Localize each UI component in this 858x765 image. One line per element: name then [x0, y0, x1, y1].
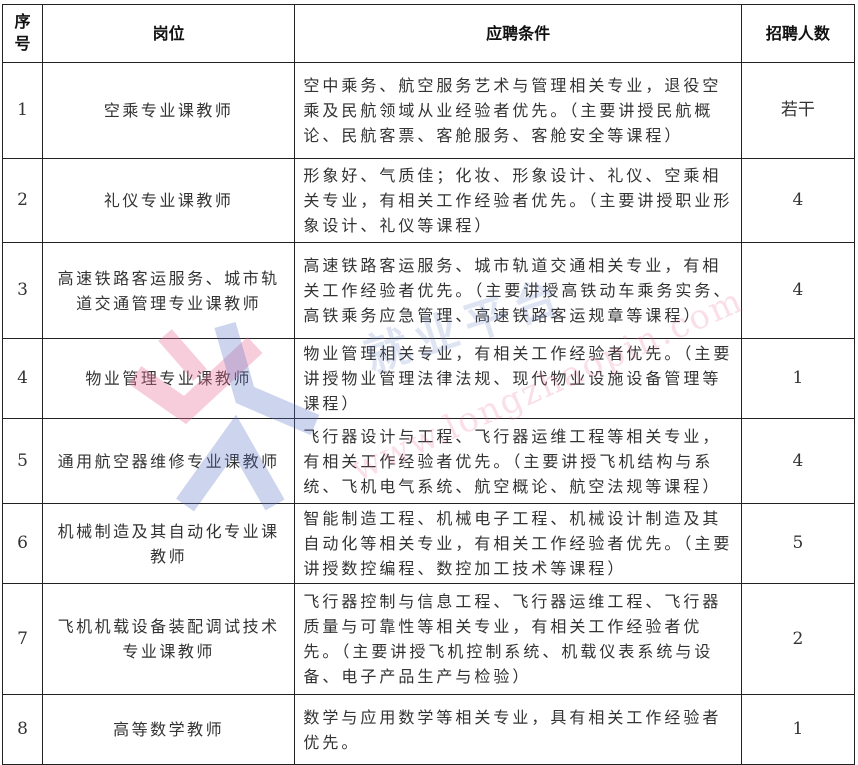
- row-number: 8: [1, 694, 44, 765]
- table-row: 4 物业管理专业课教师 物业管理相关专业，有相关工作经验者优先。（主要讲授物业管理法…: [1, 338, 856, 419]
- header-position: 岗位: [42, 4, 296, 63]
- count-cell: 4: [740, 158, 856, 243]
- row-number: 6: [1, 503, 44, 584]
- table-row: 3 高速铁路客运服务、城市轨道交通管理专业课教师 高速铁路客运服务、城市轨道交通相关…: [1, 242, 856, 339]
- count-cell: 5: [740, 503, 856, 584]
- table-row: 2 礼仪专业课教师 形象好、气质佳；化妆、形象设计、礼仪、空乘相关专业，有相关工作经…: [1, 158, 856, 243]
- requirements-cell: 空中乘务、航空服务艺术与管理相关专业，退役空乘及民航领域从业经验者优先。（主要讲…: [294, 62, 742, 159]
- count-cell: 若干: [740, 62, 856, 159]
- position-cell: 机械制造及其自动化专业课教师: [42, 503, 296, 584]
- position-cell: 通用航空器维修专业课教师: [42, 418, 296, 504]
- count-cell: 1: [740, 694, 856, 765]
- row-number: 4: [1, 338, 44, 419]
- row-number: 1: [1, 62, 44, 159]
- position-cell: 飞机机载设备装配调试技术专业课教师: [42, 583, 296, 695]
- requirements-cell: 形象好、气质佳；化妆、形象设计、礼仪、空乘相关专业，有相关工作经验者优先。（主要…: [294, 158, 742, 243]
- header-row: 序号 岗位 应聘条件 招聘人数: [1, 4, 856, 63]
- header-no: 序号: [1, 4, 44, 63]
- row-number: 7: [1, 583, 44, 695]
- count-cell: 4: [740, 418, 856, 504]
- table-row: 8 高等数学教师 数学与应用数学等相关专业，具有相关工作经验者优先。 1: [1, 694, 856, 765]
- count-cell: 1: [740, 338, 856, 419]
- header-requirements: 应聘条件: [294, 4, 742, 63]
- table-row: 1 空乘专业课教师 空中乘务、航空服务艺术与管理相关专业，退役空乘及民航领域从业经验…: [1, 62, 856, 159]
- recruitment-table: 序号 岗位 应聘条件 招聘人数 1 空乘专业课教师 空中乘务、航空服务艺术与管理相关…: [1, 4, 856, 765]
- table-row: 7 飞机机载设备装配调试技术专业课教师 飞行器控制与信息工程、飞行器运维工程、飞行器…: [1, 583, 856, 695]
- header-count: 招聘人数: [740, 4, 856, 63]
- table-row: 6 机械制造及其自动化专业课教师 智能制造工程、机械电子工程、机械设计制造及其自动化…: [1, 503, 856, 584]
- requirements-cell: 物业管理相关专业，有相关工作经验者优先。（主要讲授物业管理法律法规、现代物业设施…: [294, 338, 742, 419]
- count-cell: 2: [740, 583, 856, 695]
- requirements-cell: 智能制造工程、机械电子工程、机械设计制造及其自动化等相关专业，有相关工作经验者优…: [294, 503, 742, 584]
- row-number: 3: [1, 242, 44, 339]
- position-cell: 高等数学教师: [42, 694, 296, 765]
- row-number: 5: [1, 418, 44, 504]
- requirements-cell: 高速铁路客运服务、城市轨道交通相关专业，有相关工作经验者优先。（主要讲授高铁动车…: [294, 242, 742, 339]
- position-cell: 礼仪专业课教师: [42, 158, 296, 243]
- position-cell: 空乘专业课教师: [42, 62, 296, 159]
- position-cell: 高速铁路客运服务、城市轨道交通管理专业课教师: [42, 242, 296, 339]
- position-cell: 物业管理专业课教师: [42, 338, 296, 419]
- requirements-cell: 飞行器控制与信息工程、飞行器运维工程、飞行器质量与可靠性等相关专业，有相关工作经…: [294, 583, 742, 695]
- requirements-cell: 飞行器设计与工程、飞行器运维工程等相关专业，有相关工作经验者优先。（主要讲授飞机…: [294, 418, 742, 504]
- table-row: 5 通用航空器维修专业课教师 飞行器设计与工程、飞行器运维工程等相关专业，有相关工作…: [1, 418, 856, 504]
- count-cell: 4: [740, 242, 856, 339]
- row-number: 2: [1, 158, 44, 243]
- requirements-cell: 数学与应用数学等相关专业，具有相关工作经验者优先。: [294, 694, 742, 765]
